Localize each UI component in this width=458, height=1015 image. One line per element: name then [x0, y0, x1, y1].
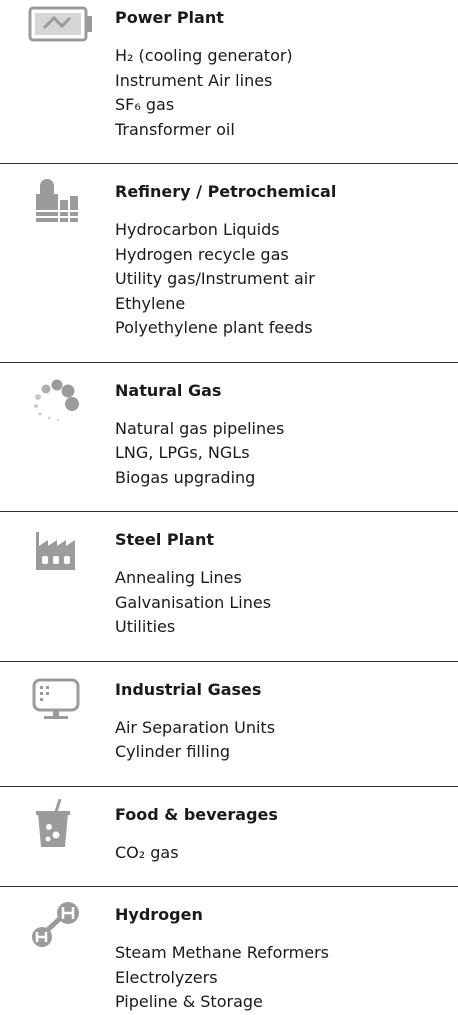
application-item: Electrolyzers — [115, 967, 218, 987]
application-item: Pipeline & Storage — [115, 992, 263, 1011]
industry-icon — [32, 678, 80, 719]
industry-icon — [28, 6, 92, 42]
section-title: Power Plant — [115, 8, 224, 27]
industry-icon — [32, 902, 79, 947]
application-item: SF₆ gas — [115, 95, 175, 114]
section-title: Refinery / Petrochemical — [115, 182, 337, 201]
section-title: Natural Gas — [115, 380, 222, 400]
industry-icon — [36, 532, 75, 570]
application-item: Hydrocarbon Liquids — [115, 220, 280, 239]
industry-icon — [36, 179, 78, 222]
industry-section: Natural Gas Natural gas pipelines LNG, LPG… — [0, 363, 458, 512]
section-title: Steel Plant — [115, 530, 214, 549]
industry-section: Food & beverages CO₂ gas — [0, 787, 458, 887]
industry-section: Refinery / Petrochemical Hydrocarbon Liqu… — [0, 164, 458, 363]
industry-section: Power Plant H₂ (cooling generator) Instrum… — [0, 0, 458, 164]
application-item: CO₂ gas — [115, 842, 179, 862]
item-list: Hydrocarbon Liquids Hydrogen recycle gas U… — [115, 218, 458, 341]
section-title: Industrial Gases — [115, 679, 262, 699]
industry-icon — [34, 379, 79, 421]
application-item: Hydrogen recycle gas — [115, 244, 289, 264]
industry-section: Hydrogen Steam Methane Reformers Electroly… — [0, 887, 458, 1015]
item-list: Air Separation Units Cylinder filling — [115, 716, 458, 765]
item-list: CO₂ gas — [115, 841, 458, 866]
application-item: Transformer oil — [115, 119, 235, 139]
item-list: Annealing Lines Galvanisation Lines Utilit… — [115, 566, 458, 640]
application-item: Steam Methane Reformers — [115, 943, 329, 962]
application-item: Utility gas/Instrument air — [115, 269, 315, 288]
section-title: Food & beverages — [115, 804, 278, 824]
industry-section: Steel Plant Annealing Lines Galvanisation … — [0, 512, 458, 662]
application-item: Annealing Lines — [115, 568, 242, 587]
application-item: Ethylene — [115, 293, 186, 313]
application-item: H₂ (cooling generator) — [115, 46, 293, 65]
item-list: Natural gas pipelines LNG, LPGs, NGLs Biog… — [115, 417, 458, 491]
industry-icon — [36, 798, 70, 847]
item-list: Steam Methane Reformers Electrolyzers Pipe… — [115, 941, 458, 1015]
application-item: Cylinder filling — [115, 742, 231, 761]
application-item: Polyethylene plant feeds — [115, 318, 313, 337]
item-list: H₂ (cooling generator) Instrument Air lin… — [115, 44, 458, 142]
section-title: Hydrogen — [115, 905, 203, 924]
application-item: Instrument Air lines — [115, 70, 273, 90]
application-item: Air Separation Units — [115, 717, 276, 737]
application-item: LNG, LPGs, NGLs — [115, 443, 250, 462]
application-item: Natural gas pipelines — [115, 418, 285, 438]
industry-section: Industrial Gases Air Separation Units Cyli… — [0, 662, 458, 787]
application-item: Utilities — [115, 617, 176, 636]
application-item: Biogas upgrading — [115, 467, 256, 487]
application-item: Galvanisation Lines — [115, 592, 272, 612]
